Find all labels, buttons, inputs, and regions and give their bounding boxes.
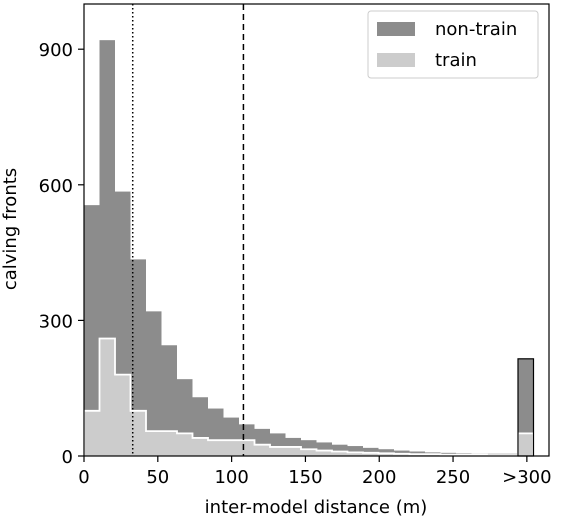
train-bar-3 [130,410,146,456]
x-tick-label-5: 250 [436,467,470,488]
train-bar-4 [146,431,162,456]
y-tick-label-3: 900 [39,40,73,61]
x-tick-label-4: 200 [362,467,396,488]
train-bar-11 [254,444,270,456]
axes: 0 50 100 150 200 250 >300 0 300 600 900 [39,3,552,488]
non-train-series [84,40,534,456]
legend: non-train train [367,10,539,79]
train-bar-8 [208,440,224,456]
train-bar-10 [239,440,255,456]
x-axis-title: inter-model distance (m) [205,497,428,517]
train-bar-9 [223,440,239,456]
train-bar-2 [115,374,131,456]
train-bar-18 [363,452,379,456]
train-bar-0 [84,410,100,456]
train-bar-28 [518,433,534,456]
non-train-bar-28 [518,358,534,456]
y-tick-label-0: 0 [62,447,73,468]
train-bar-22 [425,454,441,456]
train-bar-6 [177,433,193,456]
axes-frame [83,3,550,457]
train-bar-12 [270,446,286,456]
train-bar-13 [285,446,301,456]
train-series [83,337,535,456]
legend-label-non-train: non-train [435,19,517,40]
train-bar-14 [301,449,317,456]
legend-swatch-non-train [377,22,415,36]
x-tick-label-1: 50 [146,467,169,488]
x-tick-label-2: 100 [214,467,248,488]
y-tick-label-2: 600 [39,176,73,197]
non-train-bar-16 [332,444,348,456]
y-axis-title: calving fronts [0,168,21,290]
reference-lines [131,4,245,456]
plot-area [83,40,535,457]
train-outline [83,337,535,456]
train-bar-21 [409,454,425,456]
legend-label-train: train [435,50,477,71]
train-bar-7 [192,437,208,456]
x-tick-label-0: 0 [78,467,89,488]
train-bar-5 [161,431,177,456]
x-tick-label-3: 150 [288,467,322,488]
legend-swatch-train [377,53,415,67]
train-bar-15 [316,450,332,456]
train-bar-20 [394,453,410,456]
non-train-bar-5 [161,345,177,456]
x-tick-label-6: >300 [502,467,551,488]
non-train-bar-0 [84,205,100,456]
train-bar-17 [347,452,363,456]
non-train-bar-18 [363,447,379,456]
train-bar-16 [332,451,348,456]
non-train-bar-3 [130,259,146,456]
non-train-bar-4 [146,311,162,456]
y-tick-label-1: 300 [39,311,73,332]
non-train-bar-17 [347,446,363,456]
train-bar-1 [99,338,115,456]
train-bar-19 [378,453,394,456]
